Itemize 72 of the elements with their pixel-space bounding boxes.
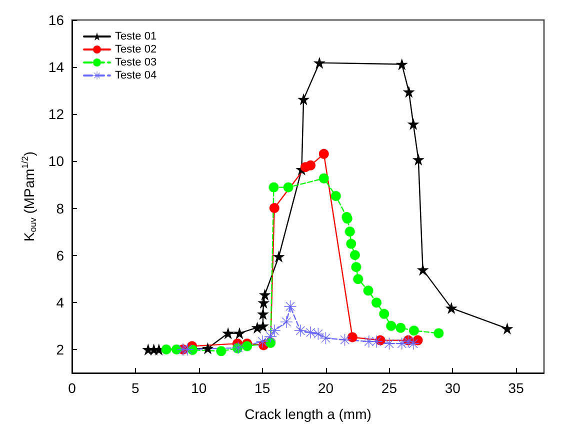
point bbox=[161, 344, 172, 354]
point bbox=[402, 86, 415, 98]
point bbox=[351, 262, 362, 272]
point bbox=[434, 328, 444, 338]
y-axis-title: Kouv (MPam1/2) bbox=[20, 151, 38, 242]
point bbox=[350, 250, 360, 260]
point bbox=[216, 346, 226, 356]
x-tick-label: 5 bbox=[132, 380, 140, 396]
point bbox=[269, 203, 280, 214]
y-tick-label: 4 bbox=[56, 294, 64, 310]
y-tick-label: 2 bbox=[56, 341, 64, 358]
x-tick-label: 30 bbox=[444, 380, 461, 396]
point bbox=[283, 182, 294, 192]
x-tick-label: 10 bbox=[191, 380, 207, 396]
legend-label: Teste 02 bbox=[115, 44, 157, 56]
legend-label: Teste 04 bbox=[115, 70, 157, 82]
x-tick-label: 35 bbox=[508, 380, 524, 396]
point bbox=[222, 327, 234, 340]
point bbox=[272, 250, 285, 263]
point bbox=[379, 308, 390, 319]
point bbox=[346, 238, 356, 249]
point bbox=[268, 182, 279, 192]
point bbox=[313, 56, 326, 69]
point bbox=[362, 335, 375, 348]
point bbox=[233, 327, 246, 340]
x-tick-label: 0 bbox=[68, 380, 76, 396]
point bbox=[312, 328, 324, 340]
point bbox=[396, 322, 406, 333]
x-tick-label: 25 bbox=[381, 380, 398, 396]
point bbox=[347, 332, 358, 342]
y-tick-label: 10 bbox=[48, 153, 64, 170]
x-tick-label: 20 bbox=[318, 380, 334, 396]
x-tick-label: 15 bbox=[254, 380, 270, 396]
point bbox=[363, 286, 374, 296]
legend-label: Teste 03 bbox=[115, 56, 157, 68]
point bbox=[372, 298, 382, 308]
point bbox=[407, 118, 420, 130]
point bbox=[264, 330, 277, 343]
point bbox=[396, 58, 408, 70]
point bbox=[330, 191, 341, 202]
point bbox=[256, 308, 269, 320]
point bbox=[383, 338, 396, 350]
point bbox=[242, 341, 252, 352]
point bbox=[304, 326, 317, 339]
point bbox=[306, 160, 316, 170]
point bbox=[344, 226, 355, 237]
point bbox=[370, 335, 383, 348]
point bbox=[353, 274, 364, 284]
point bbox=[258, 288, 271, 301]
x-axis-title: Crack length a (mm) bbox=[244, 406, 372, 422]
y-tick-label: 16 bbox=[48, 12, 64, 28]
point bbox=[181, 343, 194, 356]
legend-label: Teste 01 bbox=[115, 30, 157, 42]
point bbox=[284, 300, 296, 312]
y-tick-label: 14 bbox=[48, 59, 64, 76]
point bbox=[318, 148, 329, 159]
y-tick-label: 6 bbox=[56, 247, 64, 264]
y-tick-label: 12 bbox=[48, 106, 64, 122]
point bbox=[280, 316, 292, 328]
point bbox=[445, 302, 458, 314]
point bbox=[501, 322, 514, 335]
y-tick-label: 8 bbox=[56, 200, 64, 216]
point bbox=[416, 264, 429, 276]
point bbox=[412, 154, 424, 166]
point bbox=[172, 344, 182, 354]
point bbox=[386, 320, 396, 331]
point bbox=[256, 335, 268, 348]
point bbox=[298, 93, 310, 106]
point bbox=[407, 338, 420, 350]
point bbox=[408, 326, 419, 336]
point bbox=[202, 342, 214, 354]
point bbox=[318, 173, 329, 184]
